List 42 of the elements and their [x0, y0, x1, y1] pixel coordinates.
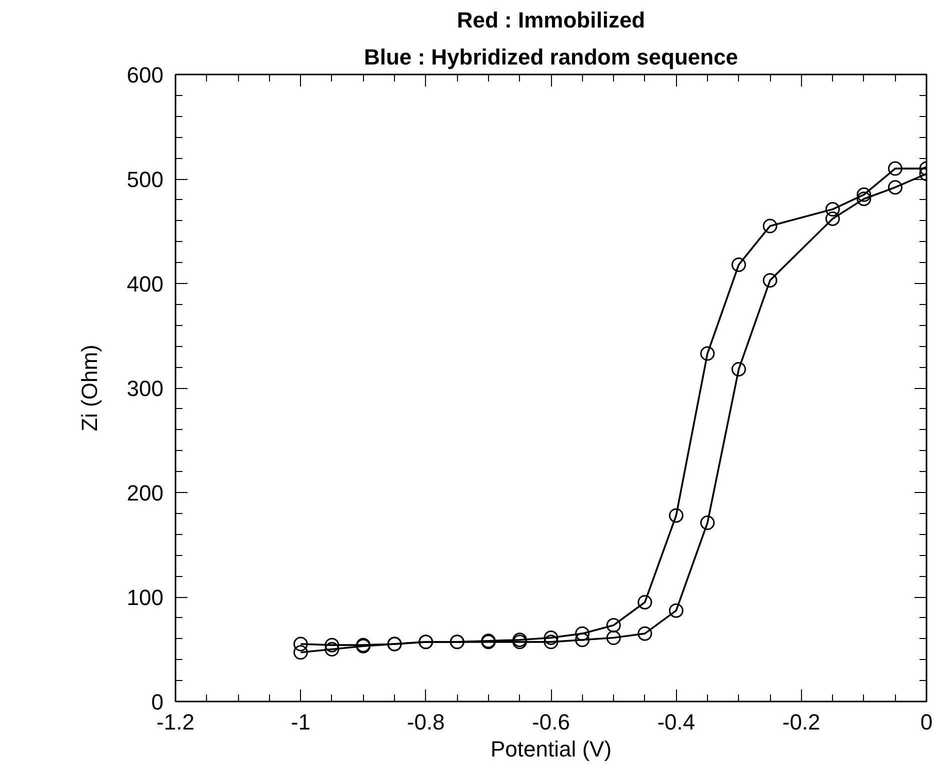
x-axis-title: Potential (V): [490, 736, 612, 762]
x-tick-label: 0: [920, 710, 933, 734]
y-tick-label: 100: [126, 585, 164, 610]
point: [762, 273, 778, 288]
point: [700, 346, 715, 361]
y-tick-label: 500: [126, 167, 164, 192]
chart-title: Red : Immobilized: [456, 8, 646, 32]
point: [638, 626, 652, 641]
point: [888, 161, 902, 176]
point: [856, 187, 872, 202]
x-tick-label: -0.6: [532, 710, 570, 734]
x-tick-label: -1: [290, 710, 310, 734]
point: [575, 626, 590, 641]
point: [668, 603, 684, 618]
point: [732, 362, 746, 376]
x-tick-label: -0.4: [657, 710, 696, 734]
y-axis-title: Zi (Ohm): [76, 344, 102, 432]
point: [606, 618, 621, 632]
point: [606, 630, 621, 645]
point: [825, 211, 840, 226]
point: [825, 202, 840, 217]
point: [293, 645, 308, 660]
x-tick-label: -0.8: [406, 710, 445, 734]
y-tick-label: 400: [126, 272, 164, 296]
point: [544, 634, 558, 650]
point: [638, 594, 652, 610]
y-tick-label: 600: [126, 62, 164, 88]
point: [732, 257, 746, 272]
y-tick-label: 200: [126, 480, 164, 506]
chart-subtitle: Blue : Hybridized random sequence: [364, 44, 738, 70]
point: [575, 632, 590, 648]
point: [324, 638, 340, 652]
y-tick-label: 300: [126, 376, 164, 401]
point: [544, 630, 558, 645]
point: [856, 192, 872, 206]
point: [293, 636, 308, 652]
point: [888, 180, 902, 195]
point: [668, 508, 684, 523]
x-tick-label: -0.2: [782, 710, 820, 734]
point: [324, 642, 340, 656]
point: [762, 218, 778, 234]
point: [700, 516, 715, 530]
